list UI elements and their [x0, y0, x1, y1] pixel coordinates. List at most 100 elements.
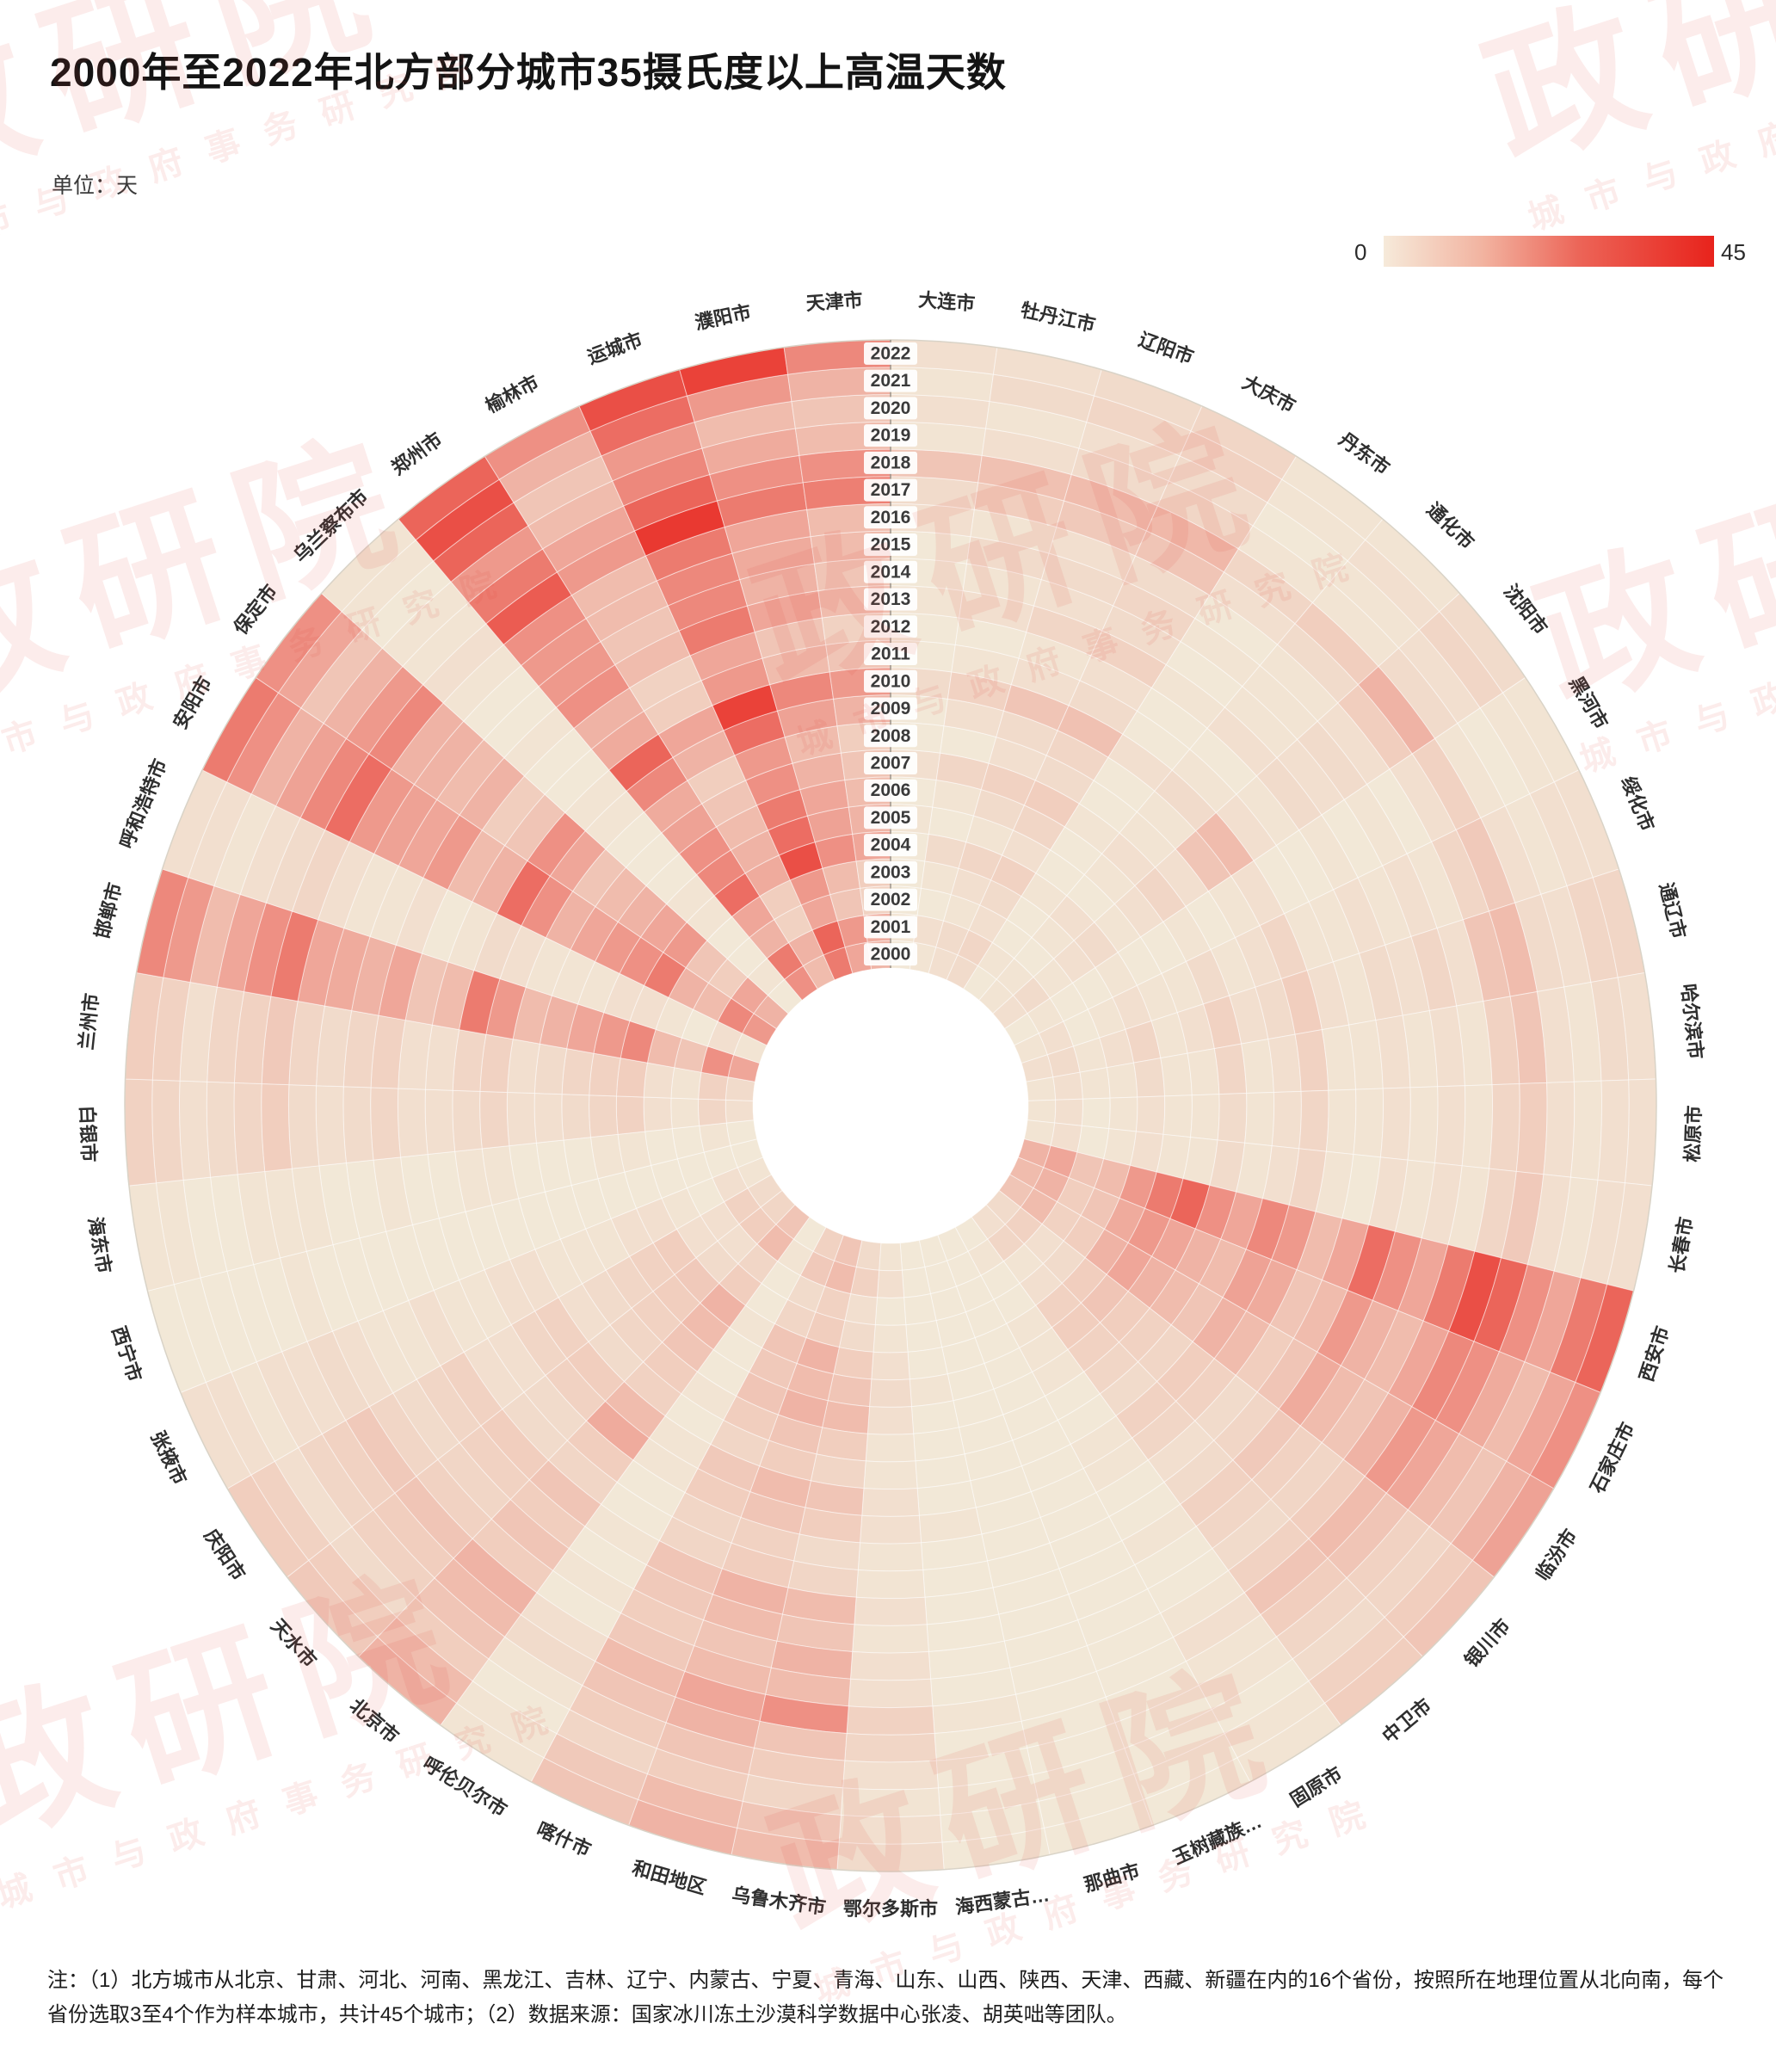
year-label-bg [864, 943, 917, 966]
heatmap-cell [315, 1085, 347, 1167]
heatmap-cell [1079, 1067, 1111, 1100]
heatmap-cell [342, 1086, 374, 1164]
city-label: 大连市 [918, 289, 977, 315]
year-label: 2008 [871, 726, 911, 746]
city-label: 中卫市 [1378, 1694, 1436, 1748]
year-label: 2003 [871, 862, 911, 882]
heatmap-cell [854, 1596, 928, 1626]
heatmap-cell [589, 1095, 619, 1138]
city-label: 固原市 [1286, 1762, 1346, 1810]
year-label: 2004 [871, 836, 911, 855]
city-label: 白银市 [77, 1105, 100, 1162]
year-label-bg [864, 806, 917, 829]
heatmap-cell [855, 1569, 926, 1600]
year-label: 2022 [871, 343, 911, 363]
heatmap-cell [506, 1091, 537, 1147]
heatmap-cell [561, 1048, 595, 1096]
city-label: 西宁市 [108, 1323, 145, 1384]
city-label: 丹东市 [1335, 429, 1394, 479]
footnote: 注：（1）北方城市从北京、甘肃、河北、河南、黑龙江、吉林、辽宁、内蒙古、宁夏、青… [47, 1969, 1724, 2027]
city-label: 银川市 [1460, 1615, 1514, 1672]
year-label: 2020 [871, 398, 911, 418]
city-label: 临汾市 [1532, 1526, 1582, 1585]
city-label: 安阳市 [169, 673, 216, 733]
heatmap-cell [1081, 1097, 1111, 1130]
year-label-bg [864, 478, 917, 502]
year-label-bg [864, 342, 917, 365]
year-label-bg [864, 916, 917, 939]
heatmap-cell [1025, 1076, 1057, 1101]
heatmap-cell [670, 1067, 702, 1100]
heatmap-cell [370, 1087, 402, 1161]
year-label-bg [864, 451, 917, 474]
city-label: 绥化市 [1618, 774, 1659, 835]
heatmap-cell [261, 1082, 293, 1172]
year-label: 2001 [871, 917, 911, 937]
heatmap-cell [397, 1088, 429, 1158]
year-label: 2018 [871, 453, 911, 472]
year-label: 2005 [871, 808, 911, 828]
page-title: 2000年至2022年北方部分城市35摄氏度以上高温天数 [50, 50, 1007, 95]
year-label: 2015 [871, 535, 911, 555]
heatmap-cell [873, 1324, 909, 1354]
heatmap-cell [836, 1841, 945, 1872]
year-label: 2013 [871, 589, 911, 609]
heatmap-cell [1353, 1088, 1384, 1158]
heatmap-cell [840, 1787, 941, 1817]
year-label: 2021 [871, 371, 911, 391]
heatmap-cell [1135, 1095, 1166, 1135]
city-label: 石家庄市 [1586, 1419, 1638, 1497]
heatmap-cell [643, 1062, 675, 1099]
city-label: 喀什市 [533, 1818, 594, 1861]
heatmap-cell [857, 1542, 924, 1572]
heatmap-cell [615, 1058, 648, 1098]
year-label-bg [864, 751, 917, 774]
city-label: 邯郸市 [91, 880, 126, 940]
year-label: 2009 [871, 699, 911, 718]
heatmap-cell [287, 1084, 320, 1169]
city-label: 天水市 [267, 1615, 321, 1672]
heatmap-cell [589, 1052, 621, 1097]
city-label: 天津市 [805, 289, 864, 315]
city-label: 沈阳市 [1500, 581, 1551, 638]
heatmap-cell [452, 1089, 483, 1152]
heatmap-cell [861, 1488, 920, 1517]
heatmap-cell [903, 1292, 937, 1326]
heatmap-cell [1217, 1093, 1248, 1144]
heatmap-cell [1187, 1048, 1220, 1096]
year-label-bg [864, 834, 917, 857]
heatmap-cell [1489, 1082, 1520, 1172]
year-label: 2019 [871, 426, 911, 446]
heatmap-cell [838, 1320, 876, 1353]
legend-gradient-bar [1384, 236, 1714, 267]
heatmap-cell [852, 1624, 929, 1654]
city-label: 和田地区 [630, 1857, 708, 1898]
heatmap-cell [1515, 1082, 1548, 1175]
city-label: 哈尔滨市 [1678, 983, 1707, 1060]
heatmap-cell [725, 1099, 755, 1124]
heatmap-cell [1189, 1094, 1220, 1141]
year-label-bg [864, 779, 917, 802]
color-legend: 0 45 [1342, 232, 1755, 272]
heatmap-cell [1569, 1080, 1603, 1181]
year-label-bg [864, 643, 917, 665]
heatmap-cell [178, 1080, 212, 1181]
city-label: 庆阳市 [200, 1526, 250, 1585]
city-label: 呼和浩特市 [115, 755, 170, 851]
heatmap-cell [1379, 1087, 1411, 1161]
city-label: 运城市 [584, 329, 645, 368]
year-label: 2010 [871, 671, 911, 691]
year-label-bg [864, 588, 917, 611]
year-label-bg [864, 533, 917, 557]
year-label: 2000 [871, 945, 911, 965]
city-label: 黑河市 [1565, 673, 1613, 733]
heatmap-cell [1162, 1095, 1193, 1138]
center-hole [753, 968, 1028, 1243]
year-label: 2007 [871, 754, 911, 774]
city-label: 北京市 [346, 1694, 404, 1748]
heatmap-cell [879, 1243, 903, 1272]
heatmap-cell [533, 1043, 568, 1095]
heatmap-cell [863, 1460, 918, 1490]
year-label-bg [864, 506, 917, 529]
